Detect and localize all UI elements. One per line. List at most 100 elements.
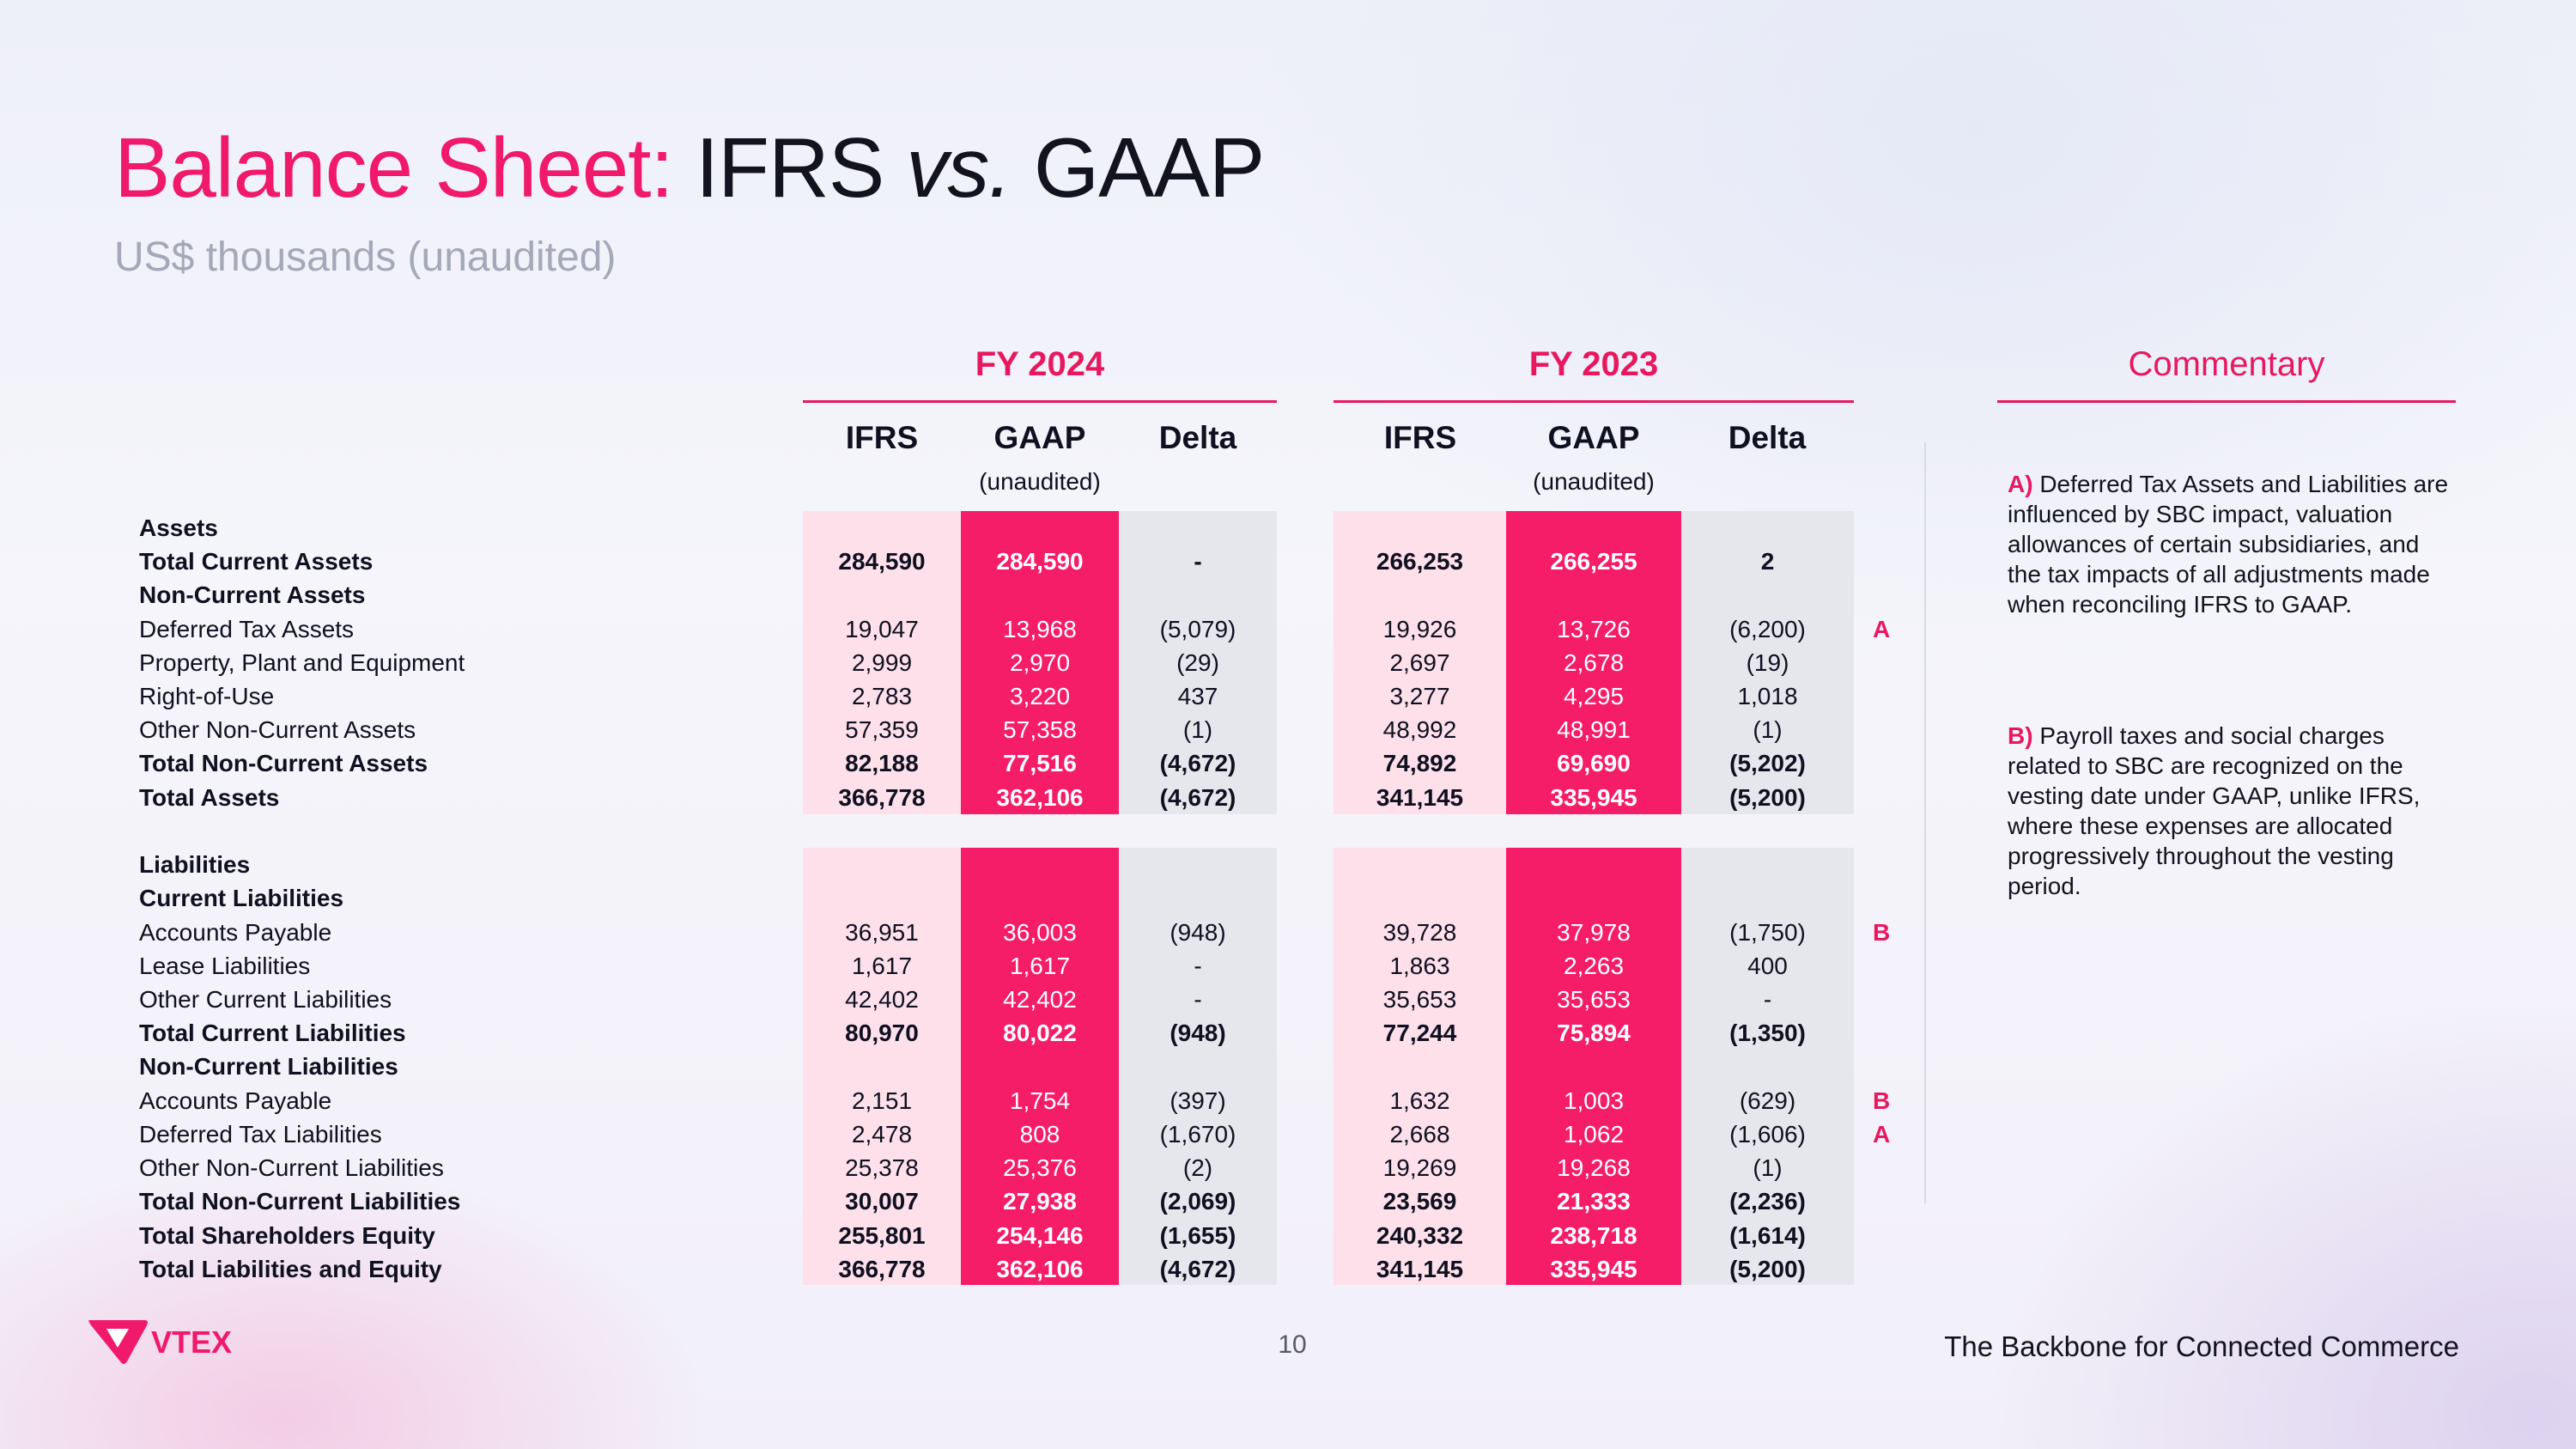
cell-delta-2024: (4,672): [1159, 750, 1236, 776]
cell-gaap-2024: 77,516: [1003, 750, 1077, 776]
period-header-fy2024: FY 2024: [975, 345, 1105, 383]
commentary-note-b-key: B): [2008, 722, 2033, 749]
table-row: Other Non-Current Liabilities 25,378 25,37…: [0, 1151, 1975, 1184]
row-label: Non-Current Assets: [139, 581, 366, 608]
cell-delta-2023: 1,018: [1737, 683, 1798, 709]
row-label: Total Non-Current Liabilities: [139, 1188, 461, 1215]
table-row: Lease Liabilities 1,617 1,617 - 1,863 2,263 40…: [0, 949, 1975, 983]
commentary-note-b: B) Payroll taxes and social charges rela…: [2008, 721, 2454, 901]
cell-gaap-2023: 1,062: [1563, 1121, 1625, 1148]
cell-gaap-2023: 335,945: [1550, 1256, 1637, 1282]
fy2024-delta-column-bg-lower: [1119, 848, 1277, 1285]
col-header-gaap-2023: GAAP: [1547, 420, 1640, 455]
cell-ifrs-2023: 266,253: [1376, 548, 1464, 575]
cell-ifrs-2024: 36,951: [845, 919, 919, 946]
row-label: Property, Plant and Equipment: [139, 649, 465, 676]
cell-delta-2024: (1,655): [1159, 1222, 1236, 1249]
fy2023-gaap-column-bg: [1506, 511, 1681, 814]
col-header-ifrs-2024: IFRS: [845, 420, 919, 455]
cell-gaap-2023: 2,263: [1563, 953, 1625, 979]
cell-delta-2024: (2,069): [1159, 1188, 1236, 1215]
fy2024-gaap-column-bg: [961, 511, 1119, 814]
cell-ifrs-2023: 2,697: [1389, 649, 1450, 676]
table-row: Accounts Payable 2,151 1,754 (397) 1,632 1,00…: [0, 1084, 1975, 1117]
cell-ifrs-2023: 341,145: [1376, 1256, 1464, 1282]
cell-ifrs-2024: 42,402: [845, 986, 919, 1013]
row-label: Total Shareholders Equity: [139, 1222, 435, 1249]
cell-ifrs-2023: 3,277: [1389, 683, 1450, 709]
cell-ifrs-2023: 35,653: [1382, 986, 1457, 1013]
commentary-note-a: A) Deferred Tax Assets and Liabilities a…: [2008, 469, 2454, 619]
cell-ifrs-2024: 284,590: [838, 548, 926, 575]
cell-ifrs-2024: 82,188: [845, 750, 919, 776]
cell-gaap-2024: 808: [1019, 1121, 1060, 1148]
cell-gaap-2023: 21,333: [1557, 1188, 1631, 1215]
cell-gaap-2024: 3,220: [1009, 683, 1071, 709]
row-label: Total Liabilities and Equity: [139, 1256, 442, 1282]
cell-ifrs-2023: 1,632: [1389, 1087, 1450, 1114]
cell-gaap-2023: 4,295: [1563, 683, 1625, 709]
table-row: Right-of-Use 2,783 3,220 437 3,277 4,295 1,018: [0, 679, 1975, 713]
row-label: Current Liabilities: [139, 885, 344, 911]
cell-ifrs-2023: 2,668: [1389, 1121, 1450, 1148]
table-row: Total Shareholders Equity 255,801 254,146 (…: [0, 1219, 1975, 1252]
fy2024-ifrs-column-bg: [803, 511, 961, 814]
cell-delta-2023: (1,606): [1729, 1121, 1806, 1148]
cell-delta-2023: (1,750): [1729, 919, 1806, 946]
fy2023-delta-column-bg-lower: [1681, 848, 1854, 1285]
table-row: Total Non-Current Assets 82,188 77,516 (4,6…: [0, 746, 1975, 780]
cell-gaap-2024: 27,938: [1003, 1188, 1077, 1215]
cell-delta-2024: (5,079): [1159, 616, 1236, 642]
vtex-logo: VTEX: [88, 1315, 251, 1367]
commentary-reference-marker: B: [1873, 919, 1891, 946]
table-row: Non-Current Liabilities: [0, 1050, 1975, 1083]
table-row: Property, Plant and Equipment 2,999 2,970 (…: [0, 646, 1975, 679]
cell-delta-2023: (1): [1753, 1154, 1783, 1181]
table-row: Current Liabilities: [0, 881, 1975, 915]
table-row: Other Current Liabilities 42,402 42,402 - 35…: [0, 983, 1975, 1016]
cell-delta-2023: (5,200): [1729, 784, 1806, 811]
row-label: Deferred Tax Liabilities: [139, 1121, 382, 1148]
table-row: Non-Current Assets: [0, 578, 1975, 612]
cell-ifrs-2023: 1,863: [1389, 953, 1450, 979]
cell-gaap-2023: 37,978: [1557, 919, 1631, 946]
cell-gaap-2024: 13,968: [1003, 616, 1077, 642]
cell-ifrs-2024: 2,999: [851, 649, 913, 676]
table-row: Assets: [0, 511, 1975, 545]
cell-delta-2024: (397): [1170, 1087, 1226, 1114]
table-row: Total Liabilities and Equity 366,778 362,1…: [0, 1252, 1975, 1286]
cell-gaap-2023: 69,690: [1557, 750, 1631, 776]
row-label: Accounts Payable: [139, 919, 332, 946]
cell-gaap-2024: 25,376: [1003, 1154, 1077, 1181]
row-label: Deferred Tax Assets: [139, 616, 355, 642]
cell-gaap-2023: 75,894: [1557, 1020, 1631, 1046]
cell-gaap-2023: 238,718: [1550, 1222, 1637, 1249]
cell-gaap-2024: 80,022: [1003, 1020, 1077, 1046]
table-row: Accounts Payable 36,951 36,003 (948) 39,728 3…: [0, 916, 1975, 949]
cell-delta-2023: 400: [1747, 953, 1788, 979]
cell-ifrs-2024: 2,783: [851, 683, 913, 709]
row-label: Total Non-Current Assets: [139, 750, 428, 776]
cell-ifrs-2023: 39,728: [1382, 919, 1457, 946]
cell-ifrs-2024: 30,007: [845, 1188, 919, 1215]
cell-ifrs-2024: 2,478: [851, 1121, 913, 1148]
table-row: Deferred Tax Assets 19,047 13,968 (5,079) 19…: [0, 612, 1975, 646]
cell-gaap-2024: 284,590: [996, 548, 1084, 575]
cell-ifrs-2024: 2,151: [851, 1087, 913, 1114]
footer-tagline: The Backbone for Connected Commerce: [1944, 1330, 2459, 1362]
cell-gaap-2023: 2,678: [1563, 649, 1625, 676]
row-label: Assets: [139, 514, 218, 541]
fy2023-ifrs-column-bg: [1334, 511, 1506, 814]
col-header-ifrs-2023: IFRS: [1383, 420, 1457, 455]
gaap-unaudited-note-2024: (unaudited): [979, 468, 1101, 495]
commentary-reference-marker: A: [1873, 1121, 1891, 1148]
cell-ifrs-2024: 19,047: [845, 616, 919, 642]
cell-ifrs-2023: 341,145: [1376, 784, 1464, 811]
cell-ifrs-2024: 80,970: [845, 1020, 919, 1046]
cell-delta-2024: -: [1194, 548, 1202, 575]
cell-ifrs-2023: 77,244: [1382, 1020, 1457, 1046]
cell-gaap-2023: 1,003: [1563, 1087, 1625, 1114]
row-label: Other Non-Current Liabilities: [139, 1154, 444, 1181]
cell-delta-2024: (948): [1170, 919, 1226, 946]
cell-delta-2023: (6,200): [1729, 616, 1806, 642]
